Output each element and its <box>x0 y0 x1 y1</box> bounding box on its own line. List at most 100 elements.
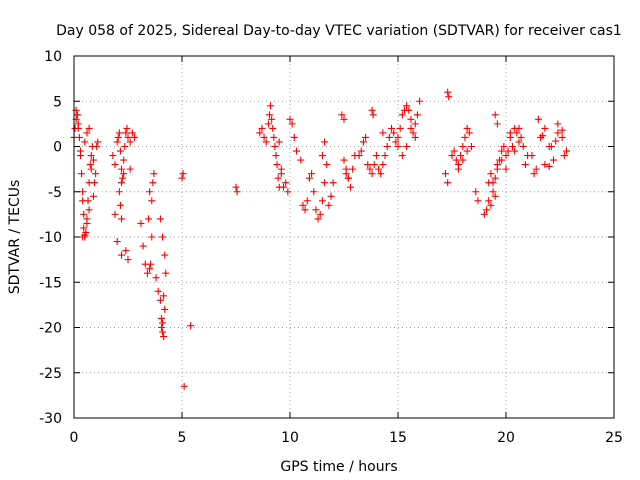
data-point <box>483 206 491 214</box>
data-point <box>362 133 370 141</box>
data-point <box>346 183 354 191</box>
data-point <box>284 188 292 196</box>
data-point <box>491 174 499 182</box>
data-point <box>149 179 157 187</box>
data-point <box>81 231 89 239</box>
data-point <box>299 201 307 209</box>
y-tick-label: -15 <box>39 275 62 291</box>
data-point <box>288 120 296 128</box>
x-tick-label: 25 <box>605 430 623 446</box>
data-point <box>187 322 195 330</box>
data-point <box>113 238 121 246</box>
data-point <box>385 133 393 141</box>
data-point <box>405 106 413 114</box>
data-point <box>528 152 536 160</box>
data-point <box>113 138 121 146</box>
data-point <box>487 201 495 209</box>
data-point <box>116 201 124 209</box>
data-point <box>398 152 406 160</box>
data-point <box>282 179 290 187</box>
data-point <box>271 143 279 150</box>
data-point <box>75 133 83 141</box>
data-point <box>152 274 160 282</box>
data-point <box>327 192 335 200</box>
data-point <box>344 174 352 182</box>
data-point <box>109 152 117 160</box>
data-point <box>115 188 123 196</box>
data-point <box>232 183 240 191</box>
data-point <box>115 129 123 137</box>
data-point <box>340 156 348 164</box>
data-point <box>130 133 138 141</box>
data-point <box>124 133 132 141</box>
data-point <box>379 161 387 169</box>
data-point <box>148 233 156 241</box>
data-point <box>349 165 357 173</box>
data-point <box>161 251 169 259</box>
data-point <box>372 152 380 160</box>
data-point <box>442 170 450 178</box>
data-point <box>552 137 560 145</box>
data-point <box>416 97 424 105</box>
data-point <box>545 162 553 170</box>
data-point <box>558 126 566 134</box>
data-point <box>461 133 469 141</box>
x-tick-label: 20 <box>497 430 515 446</box>
data-point <box>122 129 130 137</box>
data-point <box>511 124 519 132</box>
data-point <box>357 147 365 155</box>
data-point <box>364 161 372 169</box>
y-tick-label: -30 <box>39 411 62 427</box>
data-point <box>321 179 329 187</box>
data-point <box>83 129 91 137</box>
data-point <box>233 188 241 196</box>
data-point <box>368 170 376 178</box>
data-point <box>80 210 88 218</box>
data-point <box>297 156 305 164</box>
y-tick-label: 5 <box>53 94 62 110</box>
data-point <box>93 143 101 150</box>
data-point <box>270 133 278 141</box>
data-point <box>454 165 462 173</box>
data-point <box>379 129 387 137</box>
data-point <box>269 124 277 132</box>
data-points <box>70 88 570 390</box>
data-point <box>554 120 562 128</box>
data-point <box>122 247 130 255</box>
data-point <box>383 143 391 150</box>
y-tick-label: -25 <box>39 366 62 382</box>
data-point <box>89 156 97 164</box>
data-point <box>156 296 164 304</box>
data-point <box>394 143 402 150</box>
data-point <box>116 147 124 155</box>
data-point <box>89 192 97 200</box>
data-point <box>94 138 102 146</box>
data-point <box>355 152 363 160</box>
y-tick-label: 10 <box>44 49 62 65</box>
data-point <box>120 170 128 178</box>
data-point <box>366 165 374 173</box>
data-point <box>411 120 419 128</box>
data-point <box>137 219 145 227</box>
data-point <box>121 143 129 150</box>
data-point <box>318 152 326 160</box>
data-point <box>258 124 266 132</box>
data-point <box>562 147 570 155</box>
data-point <box>407 115 415 123</box>
data-point <box>381 152 389 160</box>
data-point <box>323 161 331 169</box>
data-point <box>450 147 458 155</box>
data-point <box>119 174 127 182</box>
data-point <box>87 152 95 160</box>
data-point <box>150 170 158 178</box>
data-point <box>91 179 99 187</box>
data-point <box>111 210 119 218</box>
data-point <box>312 206 320 214</box>
data-point <box>118 215 126 223</box>
data-point <box>396 124 404 132</box>
data-point <box>120 156 128 164</box>
chart-title: Day 058 of 2025, Sidereal Day-to-day VTE… <box>56 23 622 39</box>
data-point <box>160 333 168 341</box>
data-point <box>265 111 273 119</box>
data-point <box>530 170 538 178</box>
